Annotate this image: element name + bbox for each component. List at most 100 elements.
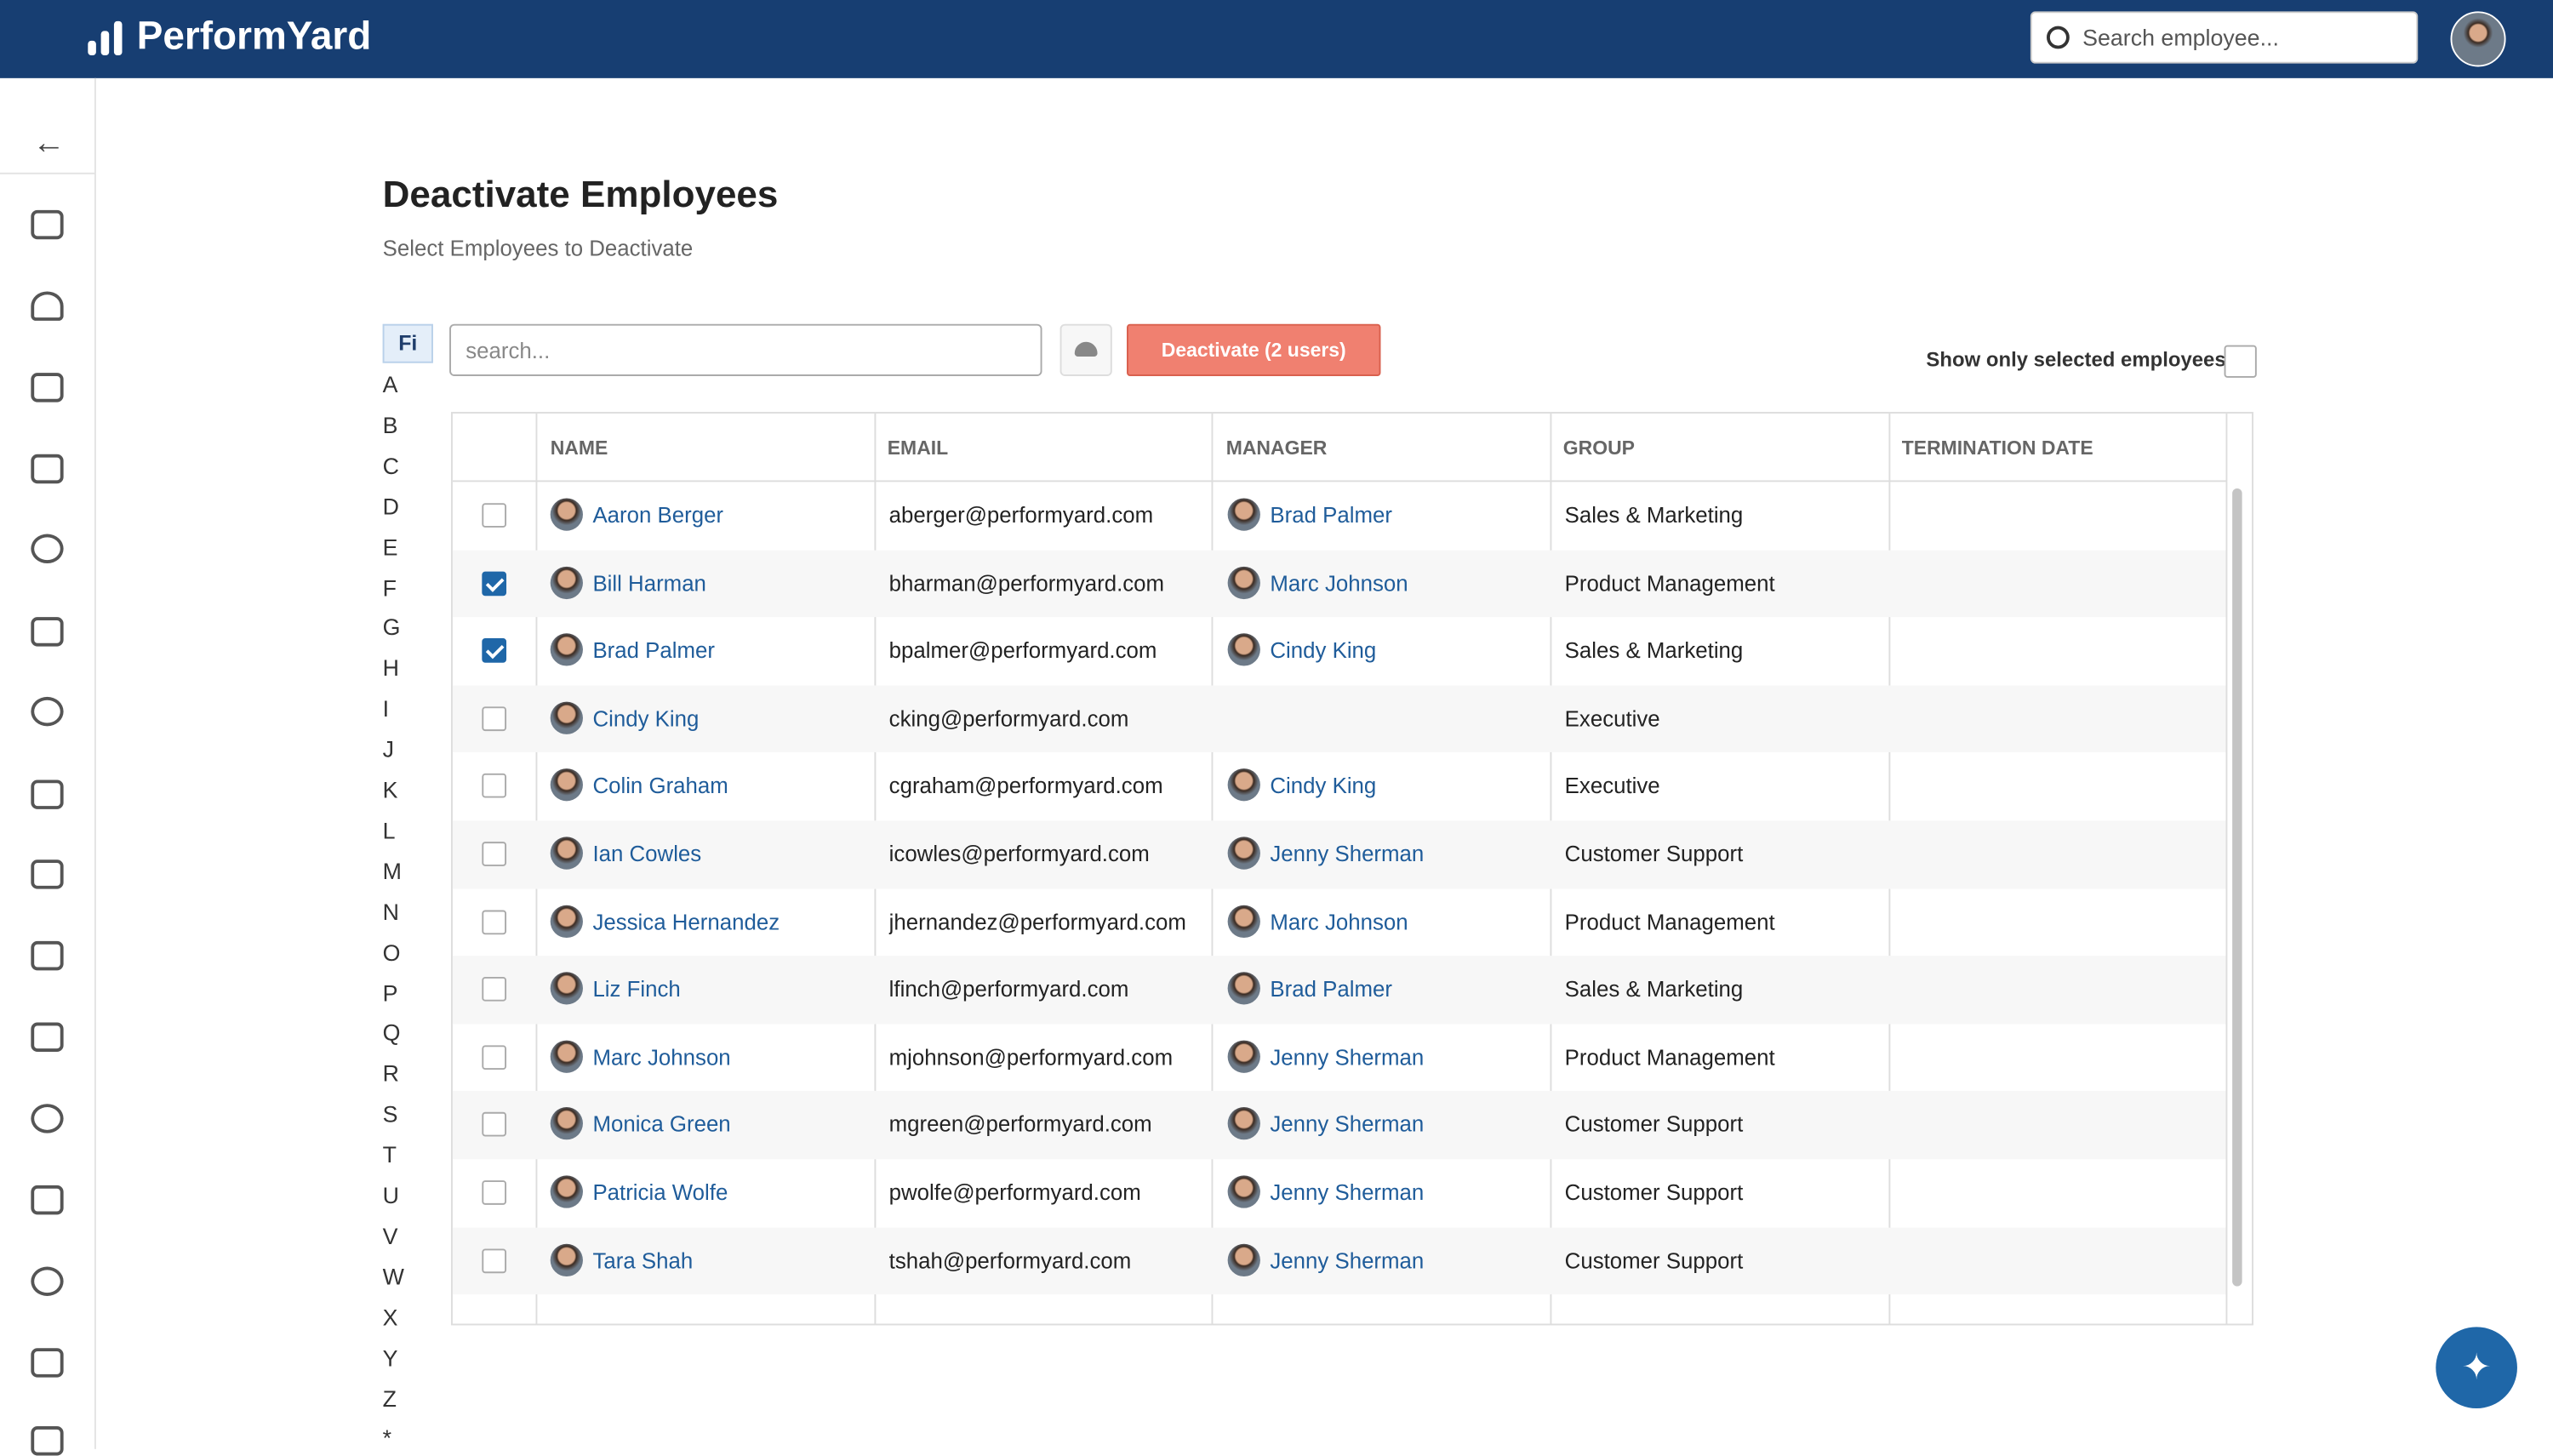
row-checkbox[interactable] [482, 774, 507, 799]
grid-icon[interactable] [31, 1348, 64, 1378]
row-checkbox[interactable] [482, 570, 507, 596]
filter-active[interactable]: Fi [382, 323, 433, 363]
row-checkbox[interactable] [482, 705, 507, 731]
filter-letter[interactable]: S [382, 1100, 398, 1128]
top-bar: PerformYard Search employee... [0, 0, 2553, 78]
home-icon[interactable] [31, 209, 64, 240]
briefcase-icon[interactable] [31, 1185, 64, 1215]
table-search[interactable]: search... [449, 323, 1042, 376]
manager-avatar [1227, 905, 1260, 938]
filter-letter[interactable]: N [382, 898, 399, 925]
row-checkbox[interactable] [482, 1112, 507, 1138]
filter-letter[interactable]: Q [382, 1019, 401, 1047]
row-checkbox[interactable] [482, 977, 507, 1002]
filter-letter[interactable]: X [382, 1303, 398, 1330]
row-checkbox[interactable] [482, 638, 507, 664]
manager-name[interactable]: Brad Palmer [1270, 977, 1392, 1002]
manager-name[interactable]: Jenny Sherman [1270, 842, 1425, 866]
table-icon[interactable] [31, 373, 64, 403]
manager-name[interactable]: Jenny Sherman [1270, 1248, 1425, 1273]
row-checkbox[interactable] [482, 842, 507, 866]
row-checkbox[interactable] [482, 1044, 507, 1070]
filter-letter[interactable]: K [382, 776, 398, 803]
calendar-icon[interactable] [31, 1426, 64, 1456]
deactivate-button[interactable]: Deactivate (2 users) [1127, 323, 1381, 376]
manager-name[interactable]: Cindy King [1270, 638, 1377, 664]
filter-letter[interactable]: P [382, 979, 398, 1006]
compass-icon[interactable] [31, 1104, 64, 1133]
employee-name[interactable]: Tara Shah [592, 1248, 694, 1273]
employee-group: Customer Support [1564, 1248, 1744, 1273]
manager-name[interactable]: Jenny Sherman [1270, 1112, 1425, 1138]
idea-icon[interactable] [31, 1266, 64, 1296]
filter-letter[interactable]: * [382, 1425, 392, 1452]
employee-name[interactable]: Aaron Berger [592, 503, 724, 528]
employee-name[interactable]: Brad Palmer [592, 638, 715, 664]
filter-letter[interactable]: A [382, 371, 398, 397]
filter-letter[interactable]: B [382, 411, 398, 438]
manager-name[interactable]: Jenny Sherman [1270, 1180, 1425, 1205]
filter-letter[interactable]: R [382, 1060, 399, 1087]
people-icon[interactable] [31, 291, 64, 321]
manager-name[interactable]: Cindy King [1270, 774, 1377, 799]
employee-search[interactable]: Search employee... [2030, 11, 2419, 64]
filter-letter[interactable]: C [382, 452, 399, 479]
chat-icon[interactable] [31, 940, 64, 971]
manager-name[interactable]: Brad Palmer [1270, 503, 1392, 528]
manager-avatar [1227, 972, 1260, 1005]
chart-icon[interactable] [31, 696, 64, 727]
manager-name[interactable]: Marc Johnson [1270, 570, 1408, 596]
employee-name[interactable]: Colin Graham [592, 774, 728, 799]
filter-letter[interactable]: H [382, 654, 399, 682]
row-checkbox[interactable] [482, 909, 507, 934]
filter-letter[interactable]: T [382, 1141, 397, 1168]
filter-letter[interactable]: I [382, 695, 390, 722]
filter-letter[interactable]: O [382, 939, 401, 965]
filter-letter[interactable]: M [382, 857, 402, 884]
ai-icon[interactable] [31, 1022, 64, 1052]
filter-letter[interactable]: L [382, 817, 396, 843]
employee-name[interactable]: Jessica Hernandez [592, 909, 780, 934]
employee-name[interactable]: Monica Green [592, 1112, 731, 1138]
show-selected-checkbox[interactable] [2224, 345, 2257, 378]
employee-email: pwolfe@performyard.com [888, 1180, 1141, 1205]
employee-name[interactable]: Marc Johnson [592, 1044, 731, 1070]
list-icon[interactable] [31, 454, 64, 484]
filter-letter[interactable]: F [382, 574, 397, 601]
employee-name[interactable]: Bill Harman [592, 570, 706, 596]
manager-name[interactable]: Marc Johnson [1270, 909, 1408, 934]
employee-name[interactable]: Ian Cowles [592, 842, 702, 866]
filter-letter[interactable]: G [382, 614, 401, 641]
employee-email: icowles@performyard.com [888, 842, 1150, 866]
row-stripe [452, 1226, 2226, 1295]
filter-letter[interactable]: J [382, 735, 395, 762]
filter-letter[interactable]: Z [382, 1385, 397, 1411]
filter-letter[interactable]: E [382, 533, 398, 560]
user-avatar[interactable] [2450, 11, 2506, 67]
row-checkbox[interactable] [482, 503, 507, 528]
filter-letter[interactable]: Y [382, 1344, 398, 1371]
employee-name[interactable]: Liz Finch [592, 977, 681, 1002]
team-icon[interactable] [31, 534, 64, 564]
manager-avatar [1227, 1107, 1260, 1141]
filter-letter[interactable]: U [382, 1182, 399, 1208]
scrollbar[interactable] [2232, 488, 2242, 1287]
feedback-icon[interactable] [31, 859, 64, 889]
back-icon[interactable]: ← [32, 125, 66, 162]
goals-icon[interactable] [31, 779, 64, 809]
ai-assistant-button[interactable]: ✦ [2436, 1327, 2517, 1409]
review-icon[interactable] [31, 617, 64, 647]
employee-name[interactable]: Cindy King [592, 705, 700, 731]
row-checkbox[interactable] [482, 1180, 507, 1205]
group-filter-button[interactable] [1059, 323, 1112, 376]
employee-name[interactable]: Patricia Wolfe [592, 1180, 728, 1205]
filter-letter[interactable]: V [382, 1222, 398, 1249]
row-checkbox[interactable] [482, 1248, 507, 1273]
employee-avatar [550, 498, 583, 531]
employee-group: Sales & Marketing [1564, 503, 1744, 528]
manager-name[interactable]: Jenny Sherman [1270, 1044, 1425, 1070]
search-placeholder: search... [465, 338, 551, 363]
filter-letter[interactable]: D [382, 493, 399, 519]
employee-email: jhernandez@performyard.com [888, 909, 1186, 934]
filter-letter[interactable]: W [382, 1263, 404, 1289]
